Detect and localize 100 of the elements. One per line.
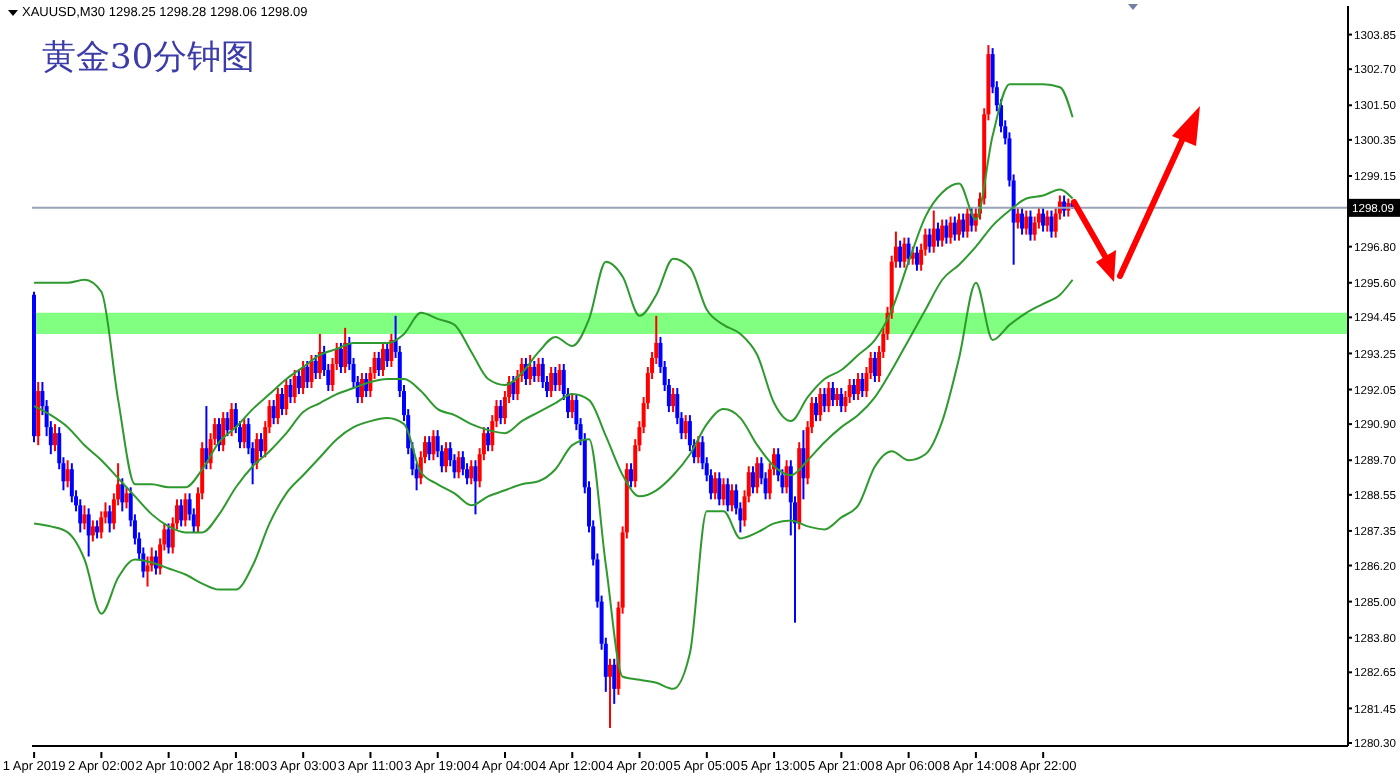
candlestick	[305, 359, 310, 390]
candlestick	[801, 429, 806, 501]
candlestick	[427, 435, 432, 462]
candlestick	[952, 215, 957, 242]
candlestick	[750, 465, 755, 495]
candlestick	[528, 353, 533, 387]
candlestick	[839, 387, 844, 414]
candlestick	[608, 657, 613, 729]
candlestick	[851, 378, 856, 402]
candlestick	[313, 353, 318, 381]
candlestick	[629, 462, 634, 489]
candlestick	[948, 215, 953, 245]
candlestick	[570, 393, 575, 420]
candlestick	[532, 359, 537, 384]
candlestick	[229, 402, 234, 438]
candlestick	[166, 522, 171, 555]
text: 黄金30分钟图	[42, 36, 256, 80]
candlestick	[717, 471, 722, 507]
candlestick	[830, 381, 835, 408]
candlestick	[301, 359, 306, 396]
candlestick	[856, 371, 861, 402]
candlestick	[183, 492, 188, 528]
candlestick	[385, 341, 390, 368]
candlestick	[309, 353, 314, 390]
candlestick	[725, 477, 730, 513]
candlestick	[902, 236, 907, 269]
candlestick	[1045, 209, 1050, 233]
candlestick	[179, 498, 184, 528]
candlestick	[107, 504, 112, 534]
candlestick	[612, 657, 617, 705]
candlestick	[814, 396, 819, 423]
candlestick	[935, 221, 940, 248]
candlestick	[469, 459, 474, 486]
candlestick	[99, 510, 104, 540]
candlestick	[872, 350, 877, 384]
candlestick	[898, 239, 903, 269]
candlestick	[549, 365, 554, 399]
candlestick	[380, 341, 385, 377]
candlestick	[931, 209, 936, 254]
candlestick	[822, 387, 827, 414]
candlestick	[557, 362, 562, 393]
candlestick	[271, 399, 276, 426]
candlestick	[1024, 209, 1029, 236]
candlestick	[1049, 209, 1054, 239]
candlestick	[280, 387, 285, 417]
candlestick	[259, 432, 264, 459]
candlestick	[36, 381, 41, 447]
candlestick	[317, 332, 322, 381]
candlestick	[292, 368, 297, 405]
candlestick	[914, 245, 919, 272]
candlestick	[120, 477, 125, 513]
candlestick	[95, 519, 100, 540]
candlestick	[683, 414, 688, 441]
candlestick	[826, 381, 831, 414]
candlestick	[82, 504, 87, 531]
candlestick	[284, 378, 289, 417]
candlestick	[540, 356, 545, 390]
candlestick	[473, 459, 478, 516]
candlestick	[145, 555, 150, 588]
candlestick	[860, 371, 865, 399]
candlestick	[86, 507, 91, 558]
candlestick	[444, 441, 449, 474]
candlestick	[343, 326, 348, 374]
candlestick	[90, 519, 95, 543]
candlestick	[940, 218, 945, 248]
candlestick	[944, 218, 949, 245]
candlestick	[553, 365, 558, 393]
candlestick	[511, 375, 516, 402]
candlestick	[296, 368, 301, 396]
candlestick	[755, 456, 760, 495]
candlestick	[1015, 206, 1020, 230]
candlestick	[254, 432, 259, 471]
candlestick	[961, 212, 966, 239]
candlestick	[818, 387, 823, 423]
candlestick	[78, 498, 83, 534]
candlestick	[431, 429, 436, 462]
candlestick	[956, 212, 961, 242]
candlestick	[486, 426, 491, 453]
candlestick	[965, 206, 970, 239]
candlestick	[927, 227, 932, 254]
candlestick	[460, 450, 465, 477]
candlestick	[713, 471, 718, 501]
candlestick	[671, 387, 676, 414]
candlestick	[847, 378, 852, 405]
candlestick	[288, 378, 293, 405]
candlestick	[456, 450, 461, 480]
candlestick	[1028, 209, 1033, 242]
candlestick	[729, 483, 734, 513]
candlestick	[498, 399, 503, 426]
candlestick	[389, 332, 394, 368]
candlestick	[696, 435, 701, 465]
candlestick	[784, 459, 789, 495]
candlestick	[1020, 206, 1025, 236]
candlestick	[536, 356, 541, 384]
line-series	[33, 278, 1074, 690]
candlestick	[53, 423, 58, 453]
candlestick	[65, 459, 70, 489]
candlestick	[1041, 206, 1046, 233]
candlestick	[338, 341, 343, 374]
candlestick	[1032, 215, 1037, 242]
